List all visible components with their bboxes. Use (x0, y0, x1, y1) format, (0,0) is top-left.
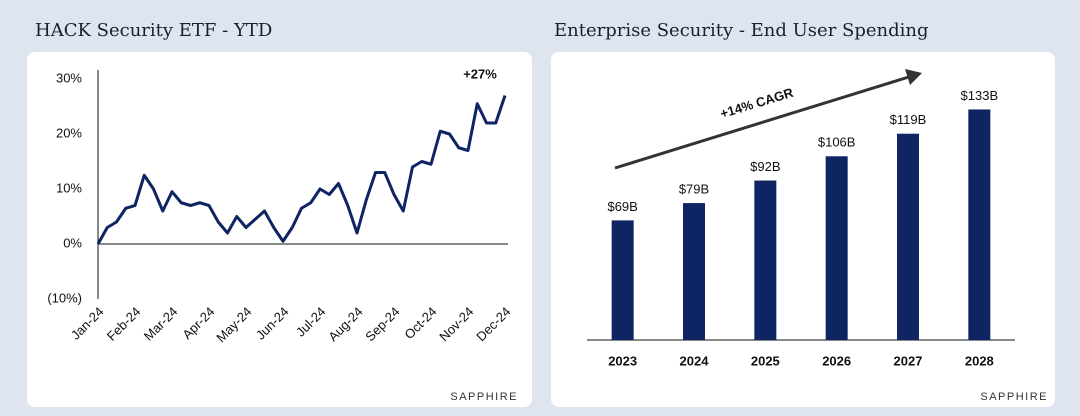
chart-title: HACK Security ETF - YTD (35, 20, 272, 41)
line (96, 95, 507, 245)
x-tick-label: 2023 (608, 353, 637, 368)
y-tick-label: 0% (63, 235, 82, 250)
source: SAPPHIRE (450, 391, 518, 403)
bar (683, 203, 705, 340)
bar (897, 133, 919, 340)
y-tick-label: 20% (56, 125, 82, 140)
value-label: $133B (961, 88, 999, 103)
y-tick-label: (10%) (47, 290, 82, 305)
x-tick-label: 2028 (965, 353, 994, 368)
y-tick-label: 30% (56, 70, 82, 85)
x-tick-label: 2024 (680, 353, 710, 368)
x-tick-label: 2025 (751, 353, 780, 368)
trend-arrow (614, 74, 913, 170)
x-tick-label: 2026 (822, 353, 851, 368)
annotation: +27% (463, 66, 497, 81)
chart-title: Enterprise Security - End User Spending (554, 20, 929, 41)
value-label: $119B (890, 112, 927, 127)
bar (825, 156, 848, 340)
y-tick-label: 10% (56, 180, 82, 195)
bar (754, 180, 777, 340)
bar (611, 220, 634, 340)
source: SAPPHIRE (980, 391, 1048, 403)
bar (968, 109, 991, 340)
card (27, 52, 532, 407)
value-label: $69B (607, 199, 637, 214)
arrow-head (905, 69, 922, 85)
card (551, 52, 1055, 407)
x-tick-label: 2027 (894, 353, 923, 368)
value-label: $79B (679, 182, 709, 197)
value-label: $106B (818, 135, 856, 150)
value-label: $92B (750, 159, 780, 174)
